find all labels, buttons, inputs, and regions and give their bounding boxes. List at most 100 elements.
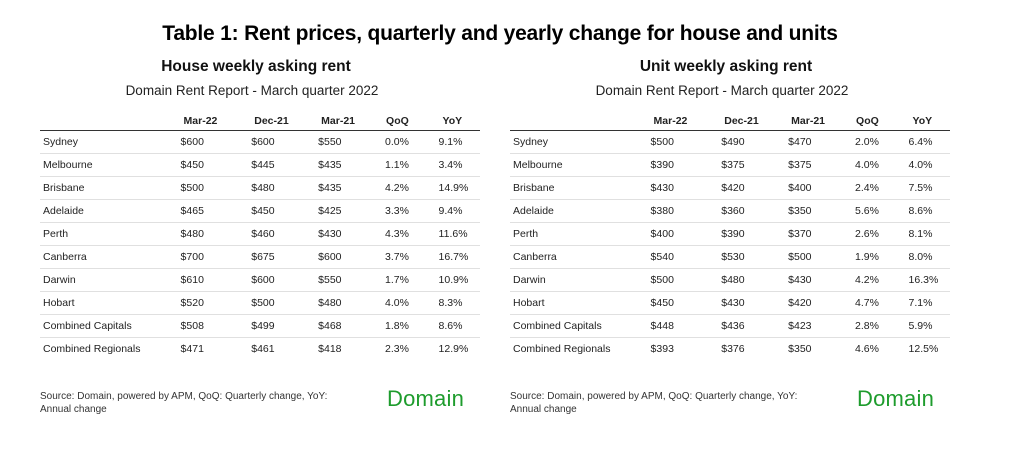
qoq-cell: 4.2% (385, 176, 439, 200)
house-source-note: Source: Domain, powered by APM, QoQ: Qua… (40, 391, 328, 415)
mar-22-cell: $450 (180, 153, 252, 177)
qoq-cell: 2.6% (855, 222, 909, 246)
yoy-cell: 7.1% (908, 291, 950, 315)
city-cell: Adelaide (40, 199, 181, 223)
yoy-cell: 16.3% (908, 268, 950, 292)
city-cell: Combined Capitals (40, 314, 181, 338)
dec-21-cell: $430 (721, 291, 789, 315)
dec-21-cell: $445 (251, 153, 319, 177)
dec-21-cell: $420 (721, 176, 789, 200)
dec-21-cell: $436 (721, 314, 789, 338)
unit-rent-table: Mar-22 Dec-21 Mar-21 QoQ YoY Sydney $500 $… (510, 112, 950, 360)
col-header-dec-21: Dec-21 (721, 112, 789, 131)
city-cell: Combined Capitals (510, 314, 651, 338)
dec-21-cell: $600 (251, 130, 319, 154)
table-row: Combined Capitals $508 $499 $468 1.8% 8.6% (40, 314, 480, 338)
col-header-dec-21: Dec-21 (251, 112, 319, 131)
qoq-cell: 2.4% (855, 176, 909, 200)
qoq-cell: 4.0% (385, 291, 439, 315)
dec-21-cell: $600 (251, 268, 319, 292)
mar-22-cell: $450 (650, 291, 722, 315)
yoy-cell: 6.4% (908, 130, 950, 154)
mar-22-cell: $500 (180, 176, 252, 200)
mar-21-cell: $468 (318, 314, 386, 338)
yoy-cell: 8.3% (438, 291, 480, 315)
mar-21-cell: $550 (318, 268, 386, 292)
col-header-mar-22: Mar-22 (650, 112, 722, 131)
unit-table-heading: Unit weekly asking rent (639, 58, 813, 75)
city-cell: Combined Regionals (513, 343, 611, 355)
unit-table-subheading: Domain Rent Report - March quarter 2022 (595, 83, 849, 98)
qoq-cell: 1.1% (385, 153, 439, 177)
city-cell: Perth (510, 222, 651, 246)
mar-21-cell: $600 (318, 245, 386, 269)
col-header-yoy: YoY (908, 112, 950, 131)
mar-22-cell: $400 (650, 222, 722, 246)
mar-21-cell: $350 (788, 343, 812, 355)
table-row: Perth $400 $390 $370 2.6% 8.1% (510, 222, 950, 246)
dec-21-cell: $461 (251, 343, 275, 355)
city-cell: Sydney (510, 130, 651, 154)
qoq-cell: 3.3% (385, 199, 439, 223)
dec-21-cell: $360 (721, 199, 789, 223)
dec-21-cell: $390 (721, 222, 789, 246)
city-cell: Darwin (40, 268, 181, 292)
dec-21-cell: $480 (251, 176, 319, 200)
mar-22-cell: $480 (180, 222, 252, 246)
city-cell: Adelaide (510, 199, 651, 223)
dec-21-cell: $375 (721, 153, 789, 177)
yoy-cell: 10.9% (438, 268, 480, 292)
mar-21-cell: $418 (318, 343, 342, 355)
yoy-cell: 7.5% (908, 176, 950, 200)
city-cell: Brisbane (510, 176, 651, 200)
mar-22-cell: $471 (180, 343, 204, 355)
table-row: Melbourne $390 $375 $375 4.0% 4.0% (510, 153, 950, 177)
mar-22-cell: $508 (180, 314, 252, 338)
mar-22-cell: $430 (650, 176, 722, 200)
mar-21-cell: $423 (788, 314, 856, 338)
col-header-city (40, 112, 181, 131)
qoq-cell: 4.6% (855, 343, 879, 355)
qoq-cell: 4.2% (855, 268, 909, 292)
mar-21-cell: $430 (318, 222, 386, 246)
mar-21-cell: $370 (788, 222, 856, 246)
dec-21-cell: $480 (721, 268, 789, 292)
col-header-mar-21: Mar-21 (318, 112, 386, 131)
city-cell: Melbourne (40, 153, 181, 177)
qoq-cell: 4.0% (855, 153, 909, 177)
city-cell: Hobart (510, 291, 651, 315)
mar-22-cell: $500 (650, 268, 722, 292)
mar-22-cell: $700 (180, 245, 252, 269)
mar-22-cell: $448 (650, 314, 722, 338)
mar-22-cell: $393 (650, 343, 674, 355)
yoy-cell: 4.0% (908, 153, 950, 177)
table-row: Sydney $600 $600 $550 0.0% 9.1% (40, 130, 480, 154)
mar-21-cell: $430 (788, 268, 856, 292)
yoy-cell: 14.9% (438, 176, 480, 200)
mar-21-cell: $375 (788, 153, 856, 177)
dec-21-cell: $499 (251, 314, 319, 338)
house-table-subheading: Domain Rent Report - March quarter 2022 (125, 83, 379, 98)
yoy-cell: 11.6% (438, 222, 480, 246)
table-row: Canberra $540 $530 $500 1.9% 8.0% (510, 245, 950, 269)
house-header-row: Mar-22 Dec-21 Mar-21 QoQ YoY (40, 112, 480, 131)
mar-22-cell: $465 (180, 199, 252, 223)
yoy-cell: 9.1% (438, 130, 480, 154)
table-row: Brisbane $500 $480 $435 4.2% 14.9% (40, 176, 480, 200)
mar-21-cell: $420 (788, 291, 856, 315)
yoy-cell: 8.6% (438, 314, 480, 338)
city-cell: Darwin (510, 268, 651, 292)
mar-21-cell: $500 (788, 245, 856, 269)
page-title: Table 1: Rent prices, quarterly and year… (162, 22, 838, 45)
qoq-cell: 1.8% (385, 314, 439, 338)
table-row: Melbourne $450 $445 $435 1.1% 3.4% (40, 153, 480, 177)
table-row: Perth $480 $460 $430 4.3% 11.6% (40, 222, 480, 246)
mar-22-cell: $610 (180, 268, 252, 292)
city-cell: Sydney (40, 130, 181, 154)
yoy-cell: 8.0% (908, 245, 950, 269)
qoq-cell: 3.7% (385, 245, 439, 269)
col-header-mar-22: Mar-22 (180, 112, 252, 131)
table-row: Combined Capitals $448 $436 $423 2.8% 5.9% (510, 314, 950, 338)
table-row: Combined Regionals $393 $376 $350 4.6% 12.5% (510, 338, 950, 361)
table-row: Sydney $500 $490 $470 2.0% 6.4% (510, 130, 950, 154)
